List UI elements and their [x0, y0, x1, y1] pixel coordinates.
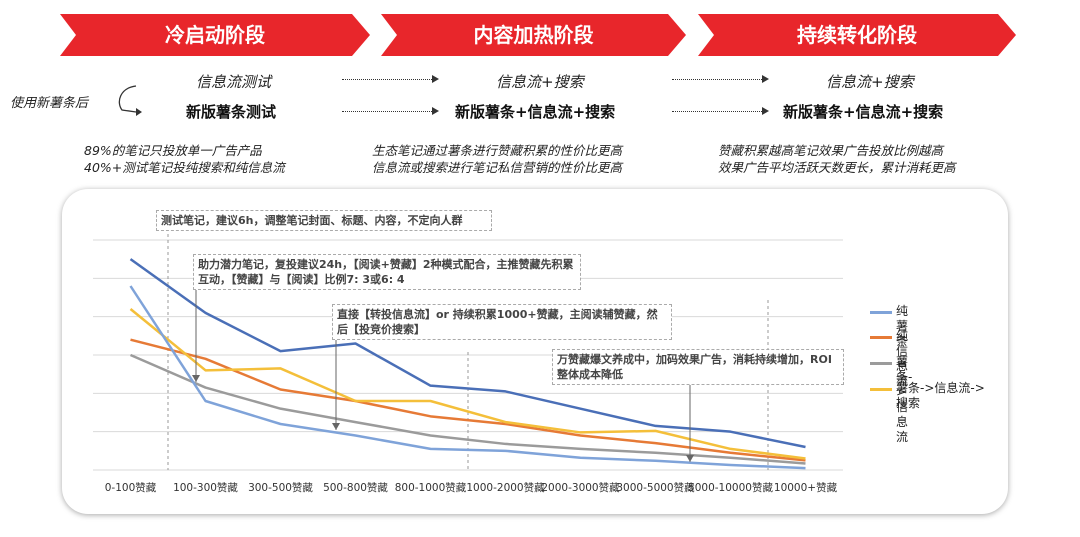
annotation-box: 万赞藏爆文养成中，加码效果广告，消耗持续增加，ROI整体成本降低 [552, 349, 844, 385]
arrow-head-icon [686, 455, 694, 462]
flow-col1-top: 信息流测试 [196, 73, 272, 91]
legend-swatch [870, 336, 892, 339]
arrow-line [342, 79, 432, 80]
legend-label: 薯条->信息流 [896, 355, 913, 444]
series-line [130, 338, 806, 462]
left-label: 使用新薯条后 [10, 96, 89, 111]
arrow-head-icon [432, 107, 439, 115]
annotation-box: 测试笔记，建议6h，调整笔记封面、标题、内容，不定向人群 [156, 210, 492, 231]
arrow-head-icon [432, 75, 439, 83]
arrow-line [672, 79, 762, 80]
stage-banner-conversion: 持续转化阶段 [698, 14, 1016, 56]
legend-label: 薯条->信息流->搜索 [896, 381, 985, 410]
arrow-line [342, 111, 432, 112]
legend-swatch [870, 311, 892, 314]
flow-col1-bottom: 新版薯条测试 [186, 103, 277, 121]
annotation-box: 助力潜力笔记，复投建议24h，【阅读+赞藏】2种模式配合，主推赞藏先积累互动，【… [193, 254, 581, 290]
x-tick-label: 10000+赞藏 [774, 481, 838, 494]
chart-panel [62, 189, 1008, 514]
x-tick-label: 300-500赞藏 [248, 481, 313, 494]
curved-arrow-icon [118, 85, 142, 116]
note-line: 40%+测试笔记投纯搜索和纯信息流 [84, 160, 285, 175]
arrow-line [672, 111, 762, 112]
flow-col3-bottom: 新版薯条+信息流+搜索 [783, 103, 944, 121]
note-line: 89%的笔记只投放单一广告产品 [84, 143, 262, 158]
flow-col3-top: 信息流+搜索 [826, 73, 914, 91]
flow-col2-top: 信息流+搜索 [496, 73, 584, 91]
notes-col2: 生态笔记通过薯条进行赞藏积累的性价比更高 信息流或搜索进行笔记私信营销的性价比更… [372, 142, 622, 176]
banner-chevron-shape [698, 14, 1016, 56]
arrow-head-icon [192, 375, 200, 382]
note-line: 信息流或搜索进行笔记私信营销的性价比更高 [372, 160, 623, 175]
arrow-head-icon [332, 423, 340, 430]
note-line: 生态笔记通过薯条进行赞藏积累的性价比更高 [372, 143, 623, 158]
notes-col1: 89%的笔记只投放单一广告产品 40%+测试笔记投纯搜索和纯信息流 [84, 142, 285, 176]
flow-col2-bottom: 新版薯条+信息流+搜索 [455, 103, 616, 121]
legend-swatch [870, 362, 892, 365]
stage-banner-cold-start: 冷启动阶段 [60, 14, 370, 56]
series-line [129, 285, 806, 470]
x-tick-label: 800-1000赞藏 [395, 481, 467, 494]
x-tick-label: 0-100赞藏 [105, 481, 157, 494]
legend-label: 纯薯条 [896, 304, 909, 348]
stage-label: 冷启动阶段 [165, 23, 265, 47]
stage-label: 内容加热阶段 [473, 23, 594, 47]
arrow-head-icon [762, 75, 769, 83]
banner-chevron-shape [381, 14, 686, 56]
x-tick-label: 3000-5000赞藏 [616, 481, 695, 494]
series-line [129, 258, 806, 449]
x-tick-label: 2000-3000赞藏 [541, 481, 620, 494]
note-line: 效果广告平均活跃天数更长，累计消耗更高 [718, 160, 956, 175]
x-tick-label: 5000-10000赞藏 [688, 481, 773, 494]
legend-swatch [870, 388, 892, 391]
x-tick-label: 500-800赞藏 [323, 481, 388, 494]
stage-label: 持续转化阶段 [797, 23, 917, 47]
banner-chevron-shape [60, 14, 370, 56]
legend-label: 纯信息流 [896, 329, 909, 388]
x-tick-label: 1000-2000赞藏 [466, 481, 545, 494]
stage-banner-warming: 内容加热阶段 [381, 14, 686, 56]
series-line [129, 308, 806, 460]
annotation-box: 直接【转投信息流】or 持续积累1000+赞藏，主阅读辅赞藏，然后【投竞价搜索】 [332, 304, 672, 340]
note-line: 赞藏积累越高笔记效果广告投放比例越高 [718, 143, 944, 158]
arrow-head-icon [762, 107, 769, 115]
notes-col3: 赞藏积累越高笔记效果广告投放比例越高 效果广告平均活跃天数更长，累计消耗更高 [718, 142, 956, 176]
x-tick-label: 100-300赞藏 [173, 481, 238, 494]
